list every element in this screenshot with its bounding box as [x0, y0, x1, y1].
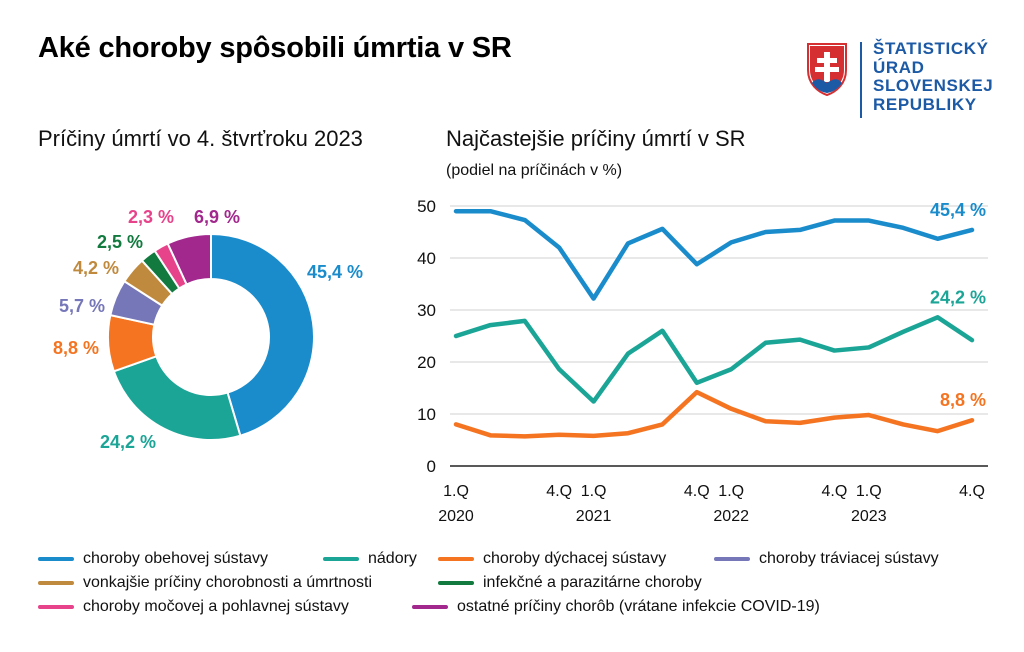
donut-label-ostatne: 6,9 %	[194, 207, 240, 227]
x-tick-label: 1.Q	[856, 483, 882, 500]
x-tick-label: 1.Q	[718, 483, 744, 500]
series-end-label-dychacia: 8,8 %	[940, 390, 986, 410]
x-tick-label: 4.Q	[684, 483, 710, 500]
logo-line: ŠTATISTICKÝ	[873, 39, 989, 58]
legend-swatch	[38, 605, 74, 609]
x-tick-label: 4.Q	[546, 483, 572, 500]
legend-label: choroby obehovej sústavy	[83, 550, 268, 567]
legend-item: ostatné príčiny chorôb (vrátane infekcie…	[412, 596, 820, 618]
logo-line: REPUBLIKY	[873, 94, 977, 114]
donut-chart: 45,4 % 24,2 % 8,8 % 5,7 % 4,2 % 2,5 % 2,3 % 6,9…	[53, 207, 363, 452]
x-tick-label: 4.Q	[959, 483, 985, 500]
y-tick-label: 30	[417, 301, 436, 320]
legend-item: nádory	[323, 548, 417, 570]
x-tick-year: 2021	[576, 508, 612, 525]
donut-label-infekcne: 2,5 %	[97, 232, 143, 252]
donut-label-vonkajsie: 4,2 %	[73, 258, 119, 278]
donut-slice-ostatne	[166, 232, 212, 286]
legend-swatch	[38, 581, 74, 585]
legend-item: choroby tráviacej sústavy	[714, 548, 939, 570]
donut-label-dychacia: 8,8 %	[53, 338, 99, 358]
donut-label-traviaca: 5,7 %	[59, 296, 105, 316]
series-line-dychacia	[453, 389, 975, 439]
legend-label: vonkajšie príčiny chorobnosti a úmrtnost…	[83, 574, 373, 591]
legend-item: choroby obehovej sústavy	[38, 548, 268, 570]
legend: choroby obehovej sústavy nádory choroby …	[38, 548, 998, 620]
logo-text: ŠTATISTICKÝ ÚRAD SLOVENSKEJ REPUBLIKY	[873, 39, 994, 114]
x-tick-year: 2023	[851, 508, 887, 525]
logo-divider	[860, 42, 862, 118]
y-tick-label: 10	[417, 405, 436, 424]
legend-swatch	[323, 557, 359, 561]
donut-slice-obehova	[210, 232, 315, 437]
legend-label: choroby tráviacej sústavy	[759, 550, 939, 567]
y-tick-label: 20	[417, 353, 436, 372]
legend-swatch	[38, 557, 74, 561]
y-tick-label: 40	[417, 249, 436, 268]
donut-chart-title: Príčiny úmrtí vo 4. štvrťroku 2023	[38, 126, 363, 151]
series-line-obehova	[453, 208, 975, 301]
legend-item: vonkajšie príčiny chorobnosti a úmrtnost…	[38, 572, 372, 594]
legend-item: infekčné a parazitárne choroby	[438, 572, 702, 594]
line-chart-title: Najčastejšie príčiny úmrtí v SR	[446, 126, 746, 151]
line-chart-subtitle: (podiel na príčinách v %)	[446, 162, 623, 179]
legend-label: ostatné príčiny chorôb (vrátane infekcie…	[457, 598, 820, 615]
legend-label: choroby močovej a pohlavnej sústavy	[83, 598, 349, 615]
series-line-nadory	[453, 315, 975, 404]
legend-label: nádory	[368, 550, 417, 567]
coat-of-arms-icon	[807, 43, 847, 96]
donut-label-mocova: 2,3 %	[128, 207, 174, 227]
logo-line: SLOVENSKEJ	[873, 76, 994, 95]
legend-swatch	[438, 581, 474, 585]
x-tick-year: 2022	[713, 508, 749, 525]
x-tick-year: 2020	[438, 508, 474, 525]
logo-line: ÚRAD	[873, 57, 925, 77]
y-tick-label: 0	[427, 457, 436, 476]
series-end-label-nadory: 24,2 %	[930, 287, 986, 307]
series-end-label-obehova: 45,4 %	[930, 200, 986, 220]
donut-label-obehova: 45,4 %	[307, 262, 363, 282]
x-tick-label: 1.Q	[581, 483, 607, 500]
legend-swatch	[438, 557, 474, 561]
legend-swatch	[714, 557, 750, 561]
x-tick-label: 1.Q	[443, 483, 469, 500]
y-tick-label: 50	[417, 197, 436, 216]
donut-label-nadory: 24,2 %	[100, 432, 156, 452]
legend-label: choroby dýchacej sústavy	[483, 550, 667, 567]
legend-item: choroby močovej a pohlavnej sústavy	[38, 596, 349, 618]
x-tick-label: 4.Q	[822, 483, 848, 500]
legend-label: infekčné a parazitárne choroby	[483, 574, 702, 591]
page-title: Aké choroby spôsobili úmrtia v SR	[38, 32, 512, 64]
legend-swatch	[412, 605, 448, 609]
legend-item: choroby dýchacej sústavy	[438, 548, 666, 570]
donut-slice-nadory	[112, 355, 242, 441]
